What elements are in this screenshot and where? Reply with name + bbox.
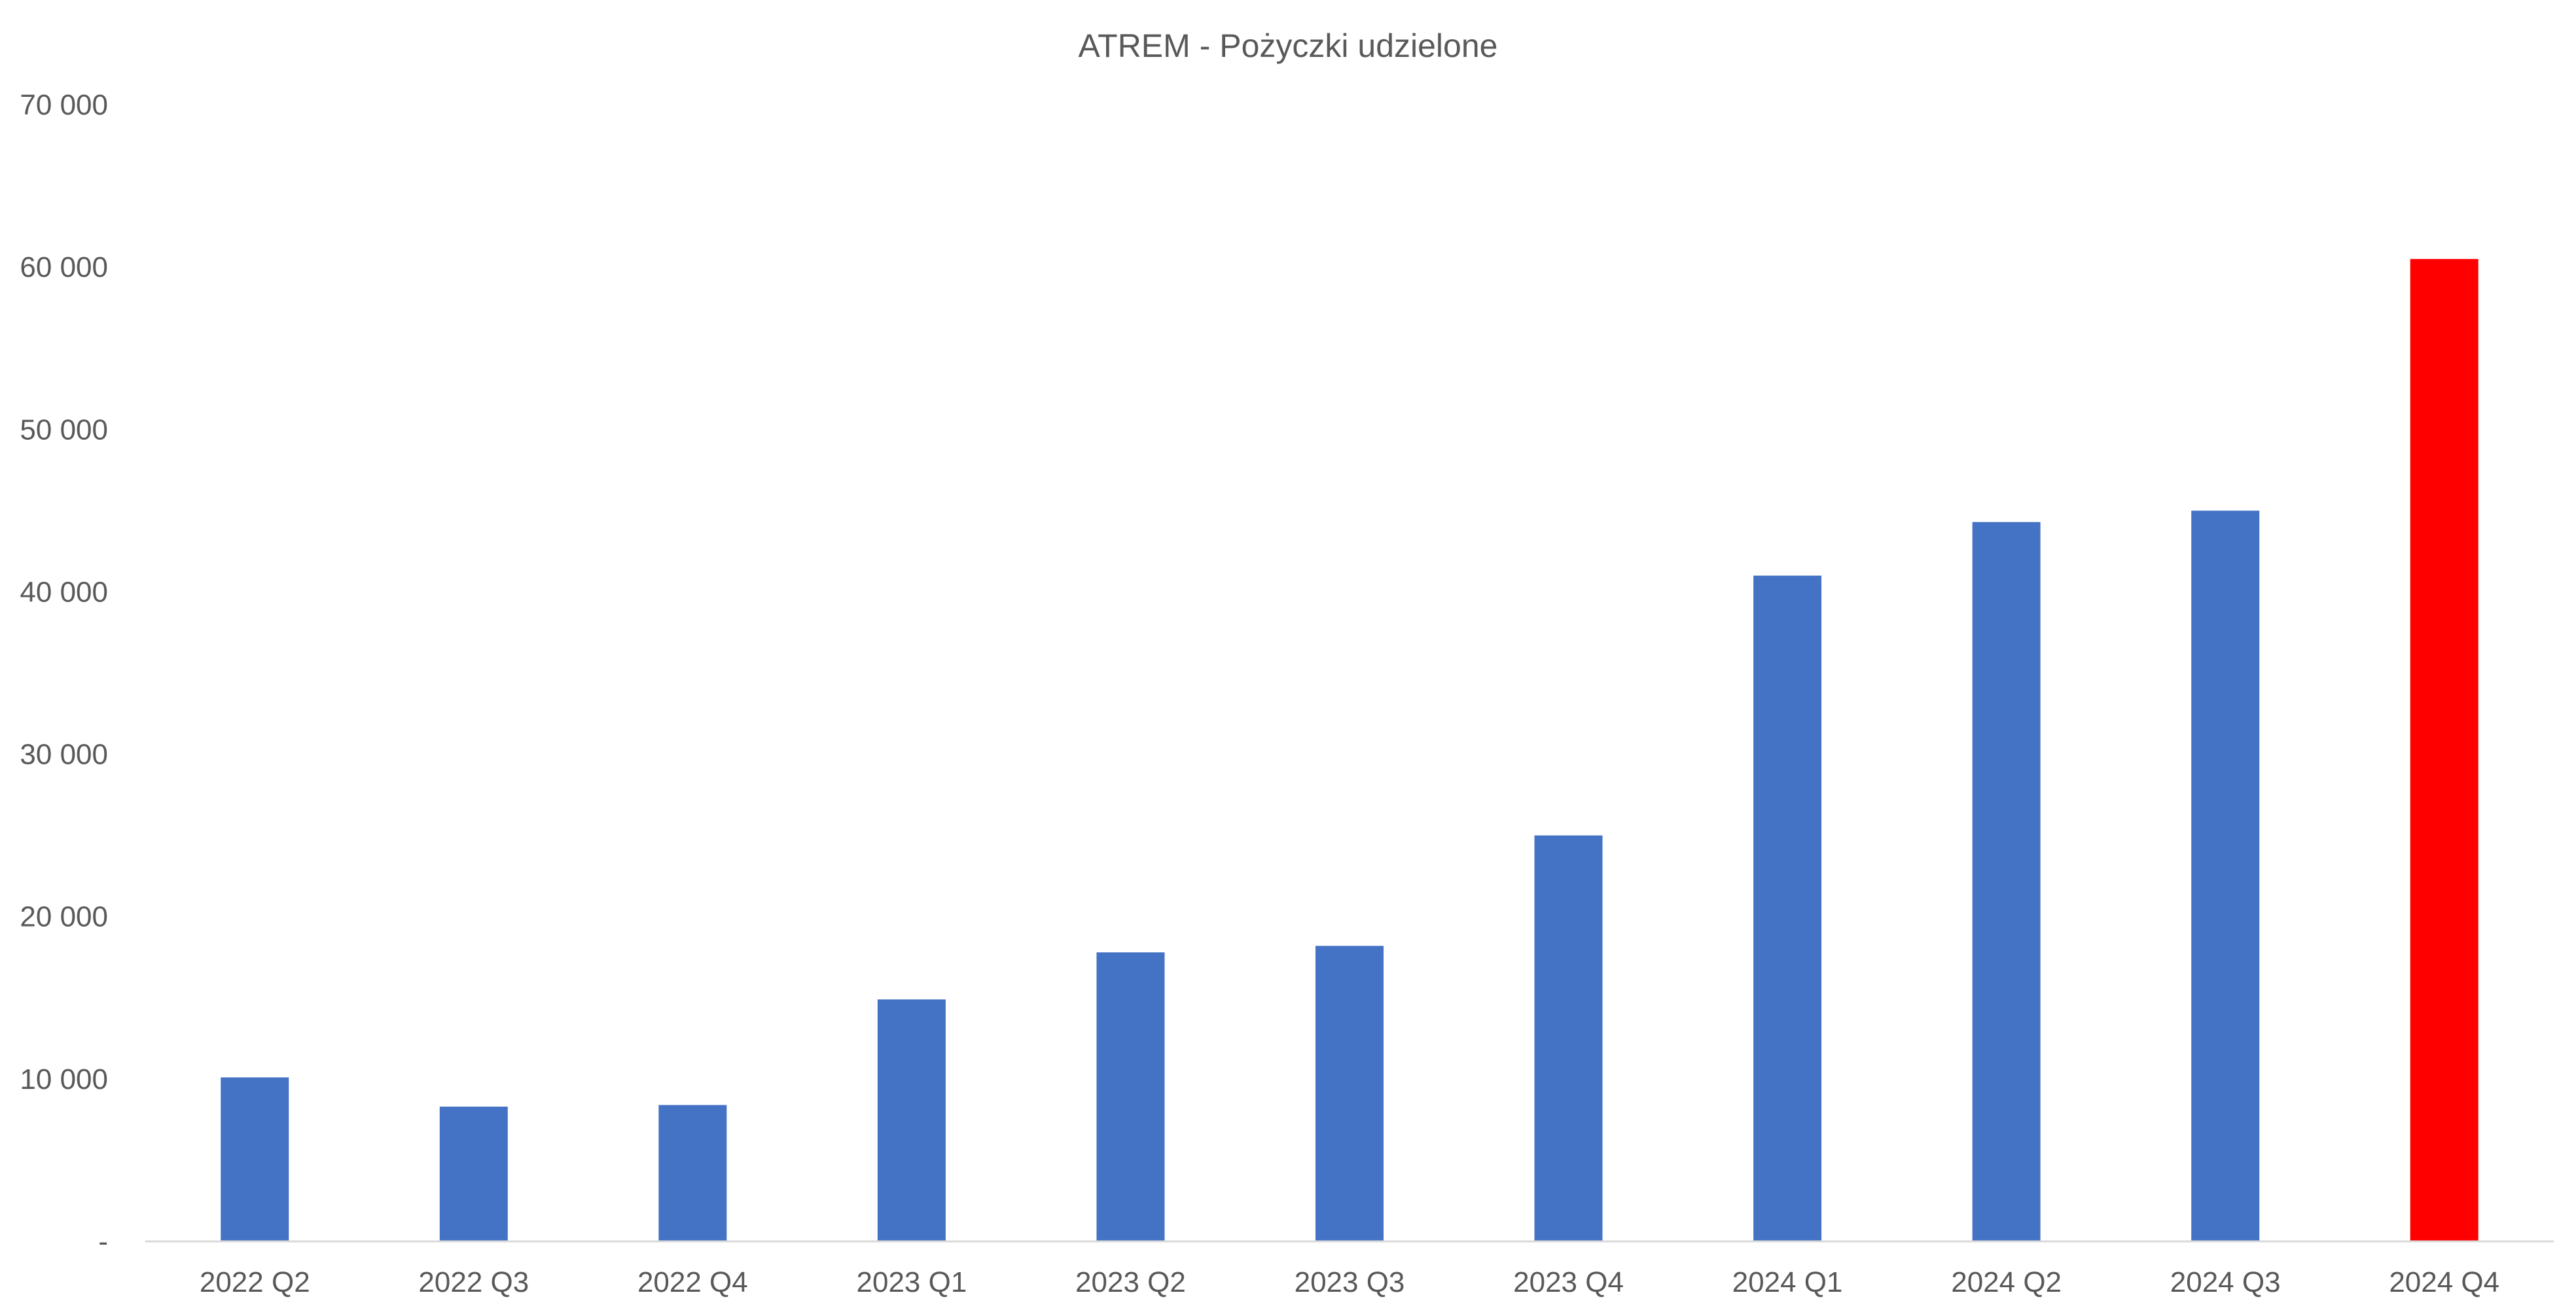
x-tick-label: 2024 Q2 — [1951, 1266, 2062, 1298]
x-tick-label: 2023 Q4 — [1513, 1266, 1624, 1298]
y-tick-label: 50 000 — [20, 414, 108, 446]
y-tick-label: 30 000 — [20, 739, 108, 771]
x-tick-label: 2022 Q4 — [637, 1266, 748, 1298]
y-tick-label: - — [98, 1226, 108, 1258]
x-tick-label: 2023 Q3 — [1295, 1266, 1405, 1298]
x-tick-label: 2022 Q2 — [200, 1266, 310, 1298]
x-tick-label: 2024 Q4 — [2389, 1266, 2499, 1298]
bar — [1096, 952, 1165, 1241]
bar — [1534, 835, 1603, 1241]
bar — [1972, 522, 2041, 1241]
y-tick-label: 10 000 — [20, 1063, 108, 1095]
bar — [1753, 575, 1822, 1241]
bar — [221, 1077, 289, 1241]
y-axis-labels: - 10 000 20 000 30 000 40 000 50 000 60 000 70 … — [20, 89, 108, 1258]
y-tick-label: 70 000 — [20, 89, 108, 121]
bar — [1315, 946, 1384, 1241]
x-tick-label: 2023 Q2 — [1075, 1266, 1186, 1298]
x-tick-label: 2024 Q1 — [1732, 1266, 1843, 1298]
x-tick-label: 2024 Q3 — [2170, 1266, 2281, 1298]
bar — [439, 1107, 508, 1241]
bar — [877, 999, 946, 1241]
x-tick-label: 2022 Q3 — [418, 1266, 529, 1298]
y-tick-label: 60 000 — [20, 251, 108, 283]
bars-group — [221, 258, 2478, 1241]
x-axis-labels: 2022 Q2 2022 Q3 2022 Q4 2023 Q1 2023 Q2 2023 … — [200, 1266, 2499, 1298]
bar — [2191, 510, 2260, 1241]
y-tick-label: 20 000 — [20, 901, 108, 933]
bar — [2410, 258, 2478, 1241]
bar — [658, 1105, 727, 1241]
y-tick-label: 40 000 — [20, 576, 108, 608]
x-tick-label: 2023 Q1 — [857, 1266, 967, 1298]
chart-title: ATREM - Pożyczki udzielone — [1079, 27, 1498, 64]
